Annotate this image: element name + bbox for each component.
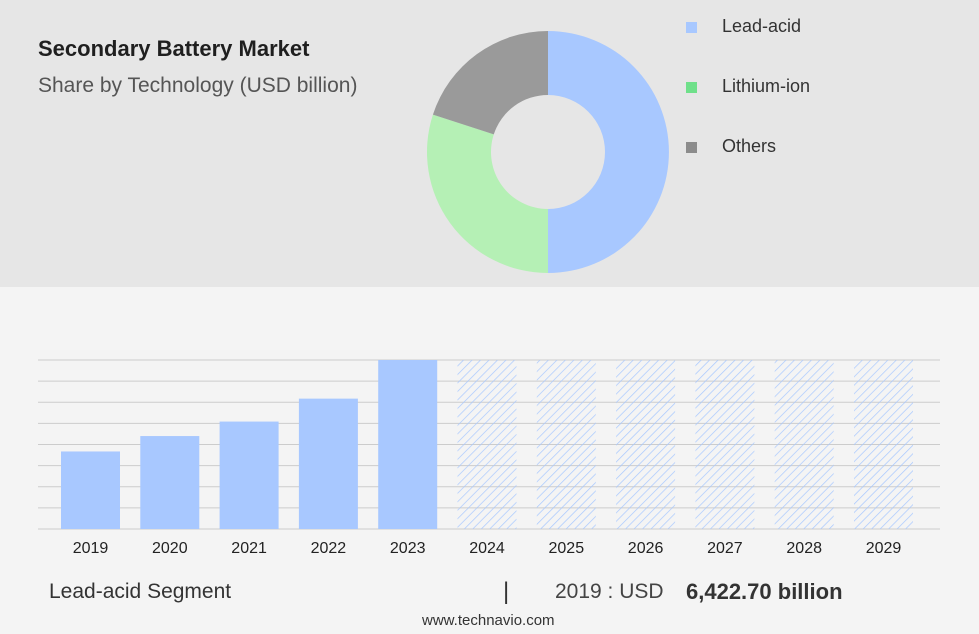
x-tick-label: 2024 — [469, 540, 505, 557]
legend-item-others: Others — [686, 136, 886, 160]
legend-swatch-lithium-ion — [686, 82, 697, 93]
legend-label-lead-acid: Lead-acid — [722, 16, 802, 36]
legend-swatch-lead-acid — [686, 22, 697, 33]
legend-label-others: Others — [722, 136, 777, 156]
x-tick-label: 2020 — [152, 540, 188, 557]
donut-slice-others — [432, 31, 548, 135]
chart-title: Secondary Battery Market — [38, 36, 310, 61]
donut-chart — [426, 31, 669, 273]
footer-year-text: 2019 : USD — [555, 580, 664, 603]
bar-forecast-2026 — [616, 360, 676, 529]
bar-forecast-2027 — [695, 360, 755, 529]
donut-slice-lithium-ion — [426, 114, 548, 273]
segment-label: Lead-acid Segment — [49, 580, 232, 603]
legend-item-lead-acid: Lead-acid — [686, 16, 886, 40]
legend-item-lithium-ion: Lithium-ion — [686, 76, 886, 100]
x-tick-label: 2022 — [311, 540, 347, 557]
bar-2019 — [61, 451, 120, 529]
footer-value: 6,422.70 billion — [686, 579, 843, 604]
legend-swatch-others — [686, 142, 697, 153]
x-tick-label: 2023 — [390, 540, 426, 557]
footer-separator: | — [503, 578, 510, 605]
bar-forecast-2029 — [854, 360, 913, 529]
bar-2021 — [219, 421, 279, 529]
bar-forecast-2024 — [457, 360, 517, 529]
x-tick-label: 2027 — [707, 540, 743, 557]
source-url: www.technavio.com — [422, 612, 555, 629]
bar-forecast-2028 — [774, 360, 834, 529]
legend-label-lithium-ion: Lithium-ion — [722, 76, 811, 96]
x-tick-label: 2025 — [549, 540, 585, 557]
x-tick-label: 2029 — [866, 540, 902, 557]
donut-slice-lead-acid — [548, 31, 669, 273]
bar-2022 — [298, 398, 358, 529]
x-tick-label: 2028 — [786, 540, 822, 557]
bar-2020 — [140, 436, 200, 529]
x-tick-label: 2019 — [73, 540, 109, 557]
x-tick-label: 2021 — [231, 540, 267, 557]
chart-subtitle: Share by Technology (USD billion) — [38, 74, 358, 97]
x-tick-label: 2026 — [628, 540, 664, 557]
bar-forecast-2025 — [536, 360, 596, 529]
bar-2023 — [378, 360, 438, 529]
